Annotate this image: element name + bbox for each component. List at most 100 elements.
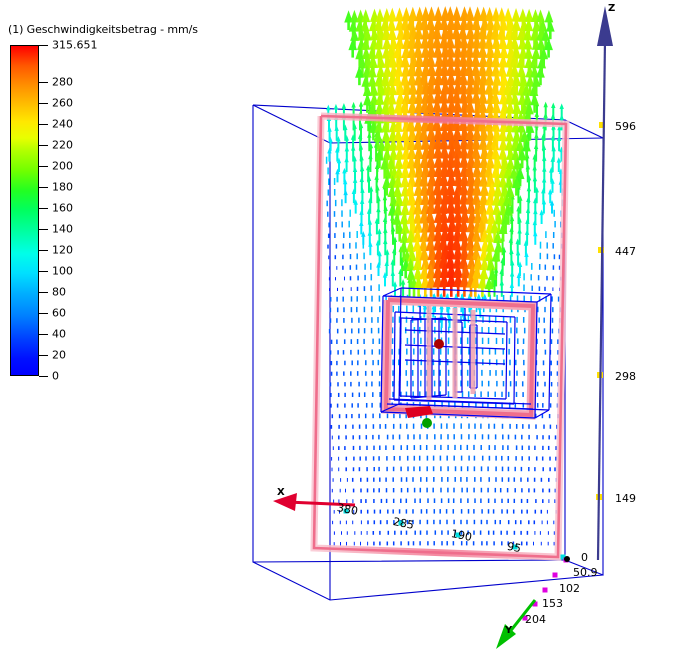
plume-vector-head: [523, 36, 533, 50]
plume-vector-head: [492, 43, 503, 59]
plume-vector-head: [485, 43, 496, 58]
velocity-vector-head: [533, 143, 539, 149]
plume-vector-head: [406, 117, 416, 132]
plume-vector-head: [458, 79, 469, 95]
plume-vector-head: [446, 170, 457, 187]
plume-vector-head: [419, 15, 430, 31]
plume-vector-head: [420, 134, 431, 150]
plume-vector-head: [445, 198, 456, 214]
plume-vector-head: [496, 25, 507, 40]
plume-vector-head: [466, 198, 477, 214]
velocity-vector-head: [374, 217, 380, 224]
velocity-vector-head: [358, 101, 364, 107]
plume-vector-head: [484, 247, 494, 262]
plume-vector-head: [407, 71, 417, 86]
plume-vector-head: [348, 37, 358, 51]
velocity-vector-head: [390, 259, 395, 265]
plume-vector-head: [387, 7, 398, 22]
plume-vector-head: [497, 127, 508, 142]
plume-vector-head: [498, 90, 509, 105]
plume-vector-head: [420, 255, 431, 270]
plume-vector-head: [369, 82, 379, 96]
plume-vector-head: [413, 116, 424, 132]
velocity-vector-head: [352, 177, 358, 183]
geometry-edge: [400, 287, 552, 295]
plume-vector-head: [375, 91, 385, 105]
plume-vector-head: [357, 55, 367, 69]
plume-vector-head: [413, 24, 424, 40]
plume-vector-head: [413, 43, 424, 58]
plume-vector-head: [464, 15, 475, 31]
plume-vector-head: [438, 253, 449, 269]
plume-vector-head: [486, 172, 496, 187]
plume-vector-head: [426, 61, 437, 77]
velocity-vector-head: [358, 122, 364, 129]
plume-vector-head: [383, 166, 392, 179]
plume-vector-head: [472, 264, 482, 279]
plume-vector-head: [433, 225, 444, 242]
plume-vector-head: [466, 254, 477, 270]
plume-vector-head: [382, 35, 392, 50]
plume-vector-head: [433, 244, 445, 260]
plume-vector-head: [438, 207, 449, 223]
plume-vector-head: [452, 60, 463, 76]
plume-vector-head: [407, 247, 417, 262]
plume-vector-head: [400, 201, 410, 215]
colorbar-tick: [39, 166, 48, 168]
velocity-vector-head: [550, 134, 556, 141]
plume-vector-head: [511, 147, 520, 161]
plume-vector-head: [406, 34, 417, 49]
plume-vector-head: [523, 27, 533, 41]
colorbar-tick: [39, 229, 48, 231]
velocity-vector-head: [376, 262, 381, 268]
plume-vector-head: [433, 143, 444, 159]
geometry-edge: [393, 399, 515, 405]
plume-vector-head: [361, 46, 371, 60]
plume-vector-head: [407, 191, 417, 206]
plume-vector-head: [493, 182, 503, 197]
velocity-vector-head: [551, 102, 556, 109]
y-axis-label: 50.9: [573, 566, 598, 579]
plume-vector-head: [453, 207, 464, 223]
plume-vector-head: [425, 15, 436, 31]
velocity-vector-head: [517, 261, 523, 267]
plume-vector-head: [472, 125, 482, 141]
velocity-vector-head: [532, 153, 537, 160]
velocity-vector-head: [383, 205, 388, 211]
x-tick: [560, 554, 566, 560]
plume-vector-head: [525, 73, 535, 87]
velocity-vector-head: [509, 282, 515, 288]
plume-vector-head: [488, 267, 497, 281]
plume-vector-head: [446, 216, 458, 232]
velocity-vector-head: [326, 104, 331, 111]
colorbar-tick-label: 0: [52, 369, 59, 383]
velocity-vector-head: [336, 157, 342, 164]
plume-vector-head: [464, 88, 475, 104]
velocity-vector-head: [518, 195, 523, 201]
plume-vector-head: [388, 53, 398, 68]
plume-vector-head: [477, 43, 488, 58]
plume-vector-head: [494, 239, 503, 253]
plume-vector-head: [367, 64, 377, 78]
plume-vector-head: [420, 24, 431, 40]
plume-vector-head: [516, 54, 526, 68]
velocity-vector-head: [368, 185, 374, 192]
plume-vector-head: [377, 138, 387, 152]
plume-vector-head: [486, 210, 496, 224]
plume-vector-head: [418, 236, 429, 252]
plume-vector-head: [478, 52, 489, 67]
plume-vector-head: [502, 81, 513, 96]
plume-vector-head: [489, 135, 500, 151]
plume-vector-head: [376, 54, 386, 68]
velocity-vector-head: [367, 230, 372, 236]
velocity-vector-head: [516, 205, 521, 212]
plume-vector-head: [388, 146, 399, 160]
plume-vector-head: [494, 211, 504, 225]
plume-vector-head: [439, 143, 450, 159]
velocity-vector-head: [525, 163, 531, 170]
velocity-vector-head: [375, 184, 380, 191]
velocity-vector-head: [551, 145, 556, 152]
geometry-edge: [534, 301, 538, 419]
plume-vector-head: [459, 33, 469, 49]
plume-vector-head: [509, 165, 519, 179]
